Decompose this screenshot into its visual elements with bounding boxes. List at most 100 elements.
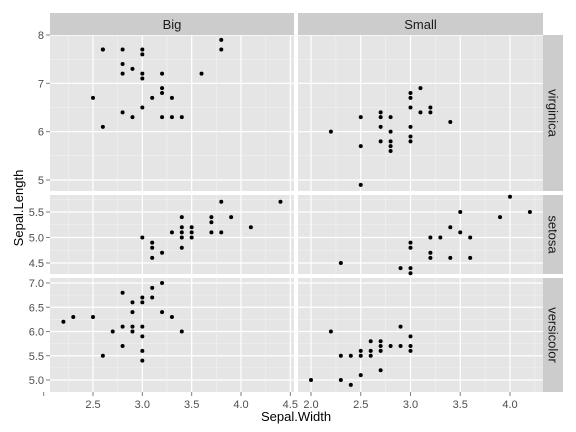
data-point [209, 230, 214, 235]
y-tick-label: 5.0 [29, 233, 44, 245]
data-point [120, 110, 125, 115]
data-point [199, 71, 204, 76]
data-point [229, 215, 234, 220]
data-point [448, 255, 453, 260]
data-point [378, 348, 383, 353]
data-point [179, 329, 184, 334]
y-axis-title: Sepal.Length [11, 170, 26, 247]
x-tick-label: 4.5 [283, 399, 298, 411]
data-point [219, 230, 224, 235]
y-tick-label: 6.5 [29, 302, 44, 314]
data-point [278, 199, 283, 204]
data-point [458, 230, 463, 235]
data-point [120, 71, 125, 76]
data-point [140, 324, 145, 329]
data-point [150, 240, 155, 245]
panel-virginica-small [298, 34, 543, 191]
data-point [150, 255, 155, 260]
data-point [358, 373, 363, 378]
data-point [408, 266, 413, 271]
data-point [408, 334, 413, 339]
strip-label: virginica [546, 89, 561, 137]
data-point [388, 144, 393, 149]
data-point [428, 235, 433, 240]
data-point [388, 129, 393, 134]
strip-background [543, 35, 563, 191]
data-point [140, 358, 145, 363]
data-point [358, 182, 363, 187]
data-point [120, 324, 125, 329]
data-point [120, 290, 125, 295]
data-point [179, 235, 184, 240]
x-tick-label: 3.0 [135, 399, 150, 411]
data-point [160, 250, 165, 255]
data-point [468, 235, 473, 240]
data-point [248, 225, 253, 230]
data-point [408, 124, 413, 129]
data-point [348, 353, 353, 358]
strip-virginica: virginica [543, 35, 563, 191]
panel-versicolor-small [298, 278, 543, 392]
strip-versicolor: versicolor [543, 278, 563, 392]
data-point [140, 52, 145, 57]
data-point [61, 319, 66, 324]
data-point [388, 115, 393, 120]
data-point [408, 134, 413, 139]
x-tick-label: 4.0 [502, 399, 517, 411]
y-tick-label: 8 [38, 30, 44, 42]
data-point [428, 105, 433, 110]
data-point [150, 245, 155, 250]
data-point [130, 324, 135, 329]
y-tick-label: 5.5 [29, 207, 44, 219]
data-point [179, 215, 184, 220]
x-axis-title: Sepal.Width [261, 409, 331, 424]
data-point [378, 124, 383, 129]
data-point [140, 334, 145, 339]
data-point [160, 71, 165, 76]
data-point [428, 250, 433, 255]
x-tick-label: 4.0 [233, 399, 248, 411]
data-point [91, 314, 95, 319]
data-point [100, 353, 105, 358]
data-point [160, 310, 165, 315]
data-point [418, 86, 423, 91]
data-point [140, 105, 145, 110]
data-point [179, 225, 184, 230]
data-point [160, 281, 165, 285]
data-point [398, 344, 403, 349]
data-point [468, 255, 473, 260]
panel-virginica-big [50, 34, 294, 191]
data-point [408, 344, 413, 349]
data-point [140, 47, 145, 52]
y-tick-label: 7 [38, 78, 44, 90]
x-tick-label: 3.5 [453, 399, 468, 411]
strip-small: Small [298, 13, 543, 35]
data-point [338, 378, 343, 382]
strips-layer: Big Small virginica setosa versicolor [50, 13, 563, 392]
data-point [328, 329, 333, 334]
data-point [448, 120, 453, 124]
data-point [418, 110, 423, 115]
data-point [508, 194, 512, 199]
panels-layer [50, 34, 543, 392]
strip-setosa: setosa [543, 195, 563, 274]
data-point [408, 105, 413, 110]
data-point [338, 261, 343, 265]
data-point [209, 215, 214, 220]
data-point [219, 199, 224, 204]
data-point [189, 235, 194, 240]
data-point [438, 235, 443, 240]
data-point [140, 295, 145, 300]
data-point [408, 348, 413, 353]
data-point [179, 230, 184, 235]
y-tick-label: 4.5 [29, 258, 44, 270]
data-point [160, 86, 165, 91]
data-point [428, 255, 433, 260]
data-point [130, 115, 135, 120]
data-point [388, 344, 393, 349]
y-tick-label: 5.5 [29, 351, 44, 363]
data-point [100, 124, 105, 129]
data-point [408, 240, 413, 245]
data-point [348, 382, 353, 387]
data-point [169, 230, 174, 235]
